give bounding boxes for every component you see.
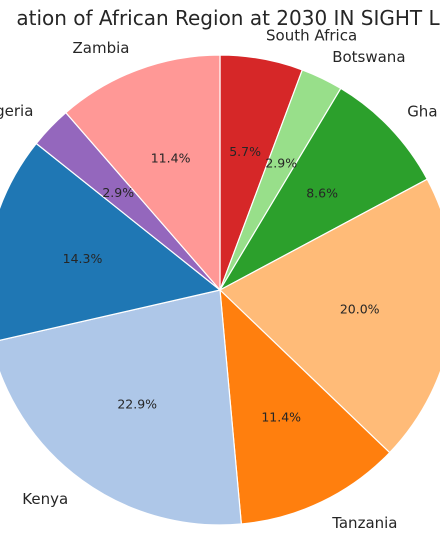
pct-label-slice-7: 14.3% xyxy=(63,251,103,266)
chart-title: ation of African Region at 2030 IN SIGHT… xyxy=(16,6,440,30)
category-label-geria: geria xyxy=(0,102,33,120)
pie-slice-tanzania xyxy=(219,288,391,525)
pct-label-tanzania: 11.4% xyxy=(261,410,301,425)
pct-label-gha: 8.6% xyxy=(306,185,338,200)
pct-label-kenya: 22.9% xyxy=(117,397,157,412)
slices-layer xyxy=(0,54,440,526)
pct-label-geria: 2.9% xyxy=(102,185,134,200)
pie-slice-gha xyxy=(218,87,429,292)
pct-label-zambia: 11.4% xyxy=(151,150,191,165)
category-label-south-africa: South Africa xyxy=(266,27,357,45)
pie-slice-slice-4 xyxy=(218,178,440,454)
pct-label-slice-4: 20.0% xyxy=(340,302,380,317)
pct-label-botswana: 2.9% xyxy=(265,156,297,171)
pie-slice-zambia xyxy=(64,54,221,292)
pct-label-south-africa: 5.7% xyxy=(229,144,261,159)
category-label-zambia: Zambia xyxy=(73,39,130,57)
category-label-botswana: Botswana xyxy=(332,48,405,66)
category-label-kenya: Kenya xyxy=(22,490,68,508)
pie-slice-slice-7 xyxy=(0,142,222,341)
pie-slice-kenya xyxy=(0,289,243,526)
category-label-gha: Gha xyxy=(407,103,437,121)
labels-layer: 5.7% South Africa 2.9% Botswana 8.6% Gha 20.0%… xyxy=(0,27,438,532)
category-label-tanzania: Tanzania xyxy=(331,514,397,532)
